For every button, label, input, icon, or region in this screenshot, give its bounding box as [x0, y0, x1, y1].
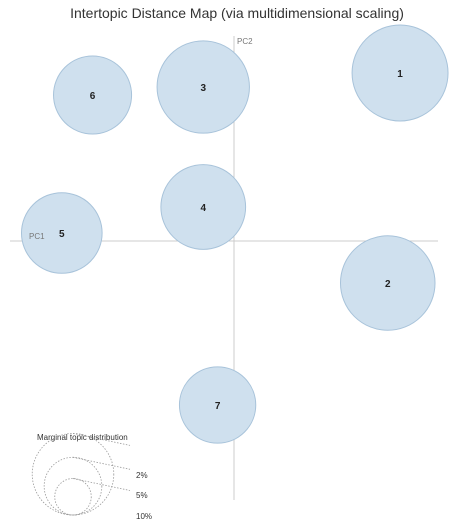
topic-bubble-7 — [178, 366, 257, 444]
legend-circle-10 — [31, 433, 115, 516]
topic-label-6: 6 — [90, 91, 96, 102]
legend-circle-2 — [54, 478, 92, 516]
topic-bubble-6 — [53, 55, 133, 135]
legend-title: Marginal topic distribution — [37, 433, 128, 442]
x-axis-label: PC1 — [29, 232, 45, 241]
chart-title: Intertopic Distance Map (via multidimens… — [70, 5, 404, 21]
legend-leader-5 — [72, 456, 131, 470]
topic-bubble-3 — [156, 40, 250, 134]
topic-bubble-5 — [20, 192, 103, 274]
topic-bubble-2 — [339, 235, 436, 331]
legend-label-10: 10% — [136, 512, 152, 521]
y-axis-label: PC2 — [237, 37, 253, 46]
legend-leader-10 — [72, 433, 131, 446]
legend-leader-2 — [72, 478, 131, 491]
topic-label-5: 5 — [59, 229, 65, 240]
topic-bubble-1 — [351, 24, 449, 122]
topic-label-2: 2 — [385, 279, 391, 290]
topic-label-3: 3 — [200, 83, 206, 94]
topic-bubble-4 — [160, 164, 247, 250]
legend-circle-5 — [43, 456, 103, 516]
legend-label-2: 2% — [136, 471, 148, 480]
legend-label-5: 5% — [136, 491, 148, 500]
topic-label-7: 7 — [215, 401, 221, 412]
topic-label-4: 4 — [200, 203, 206, 214]
topic-label-1: 1 — [397, 69, 403, 80]
